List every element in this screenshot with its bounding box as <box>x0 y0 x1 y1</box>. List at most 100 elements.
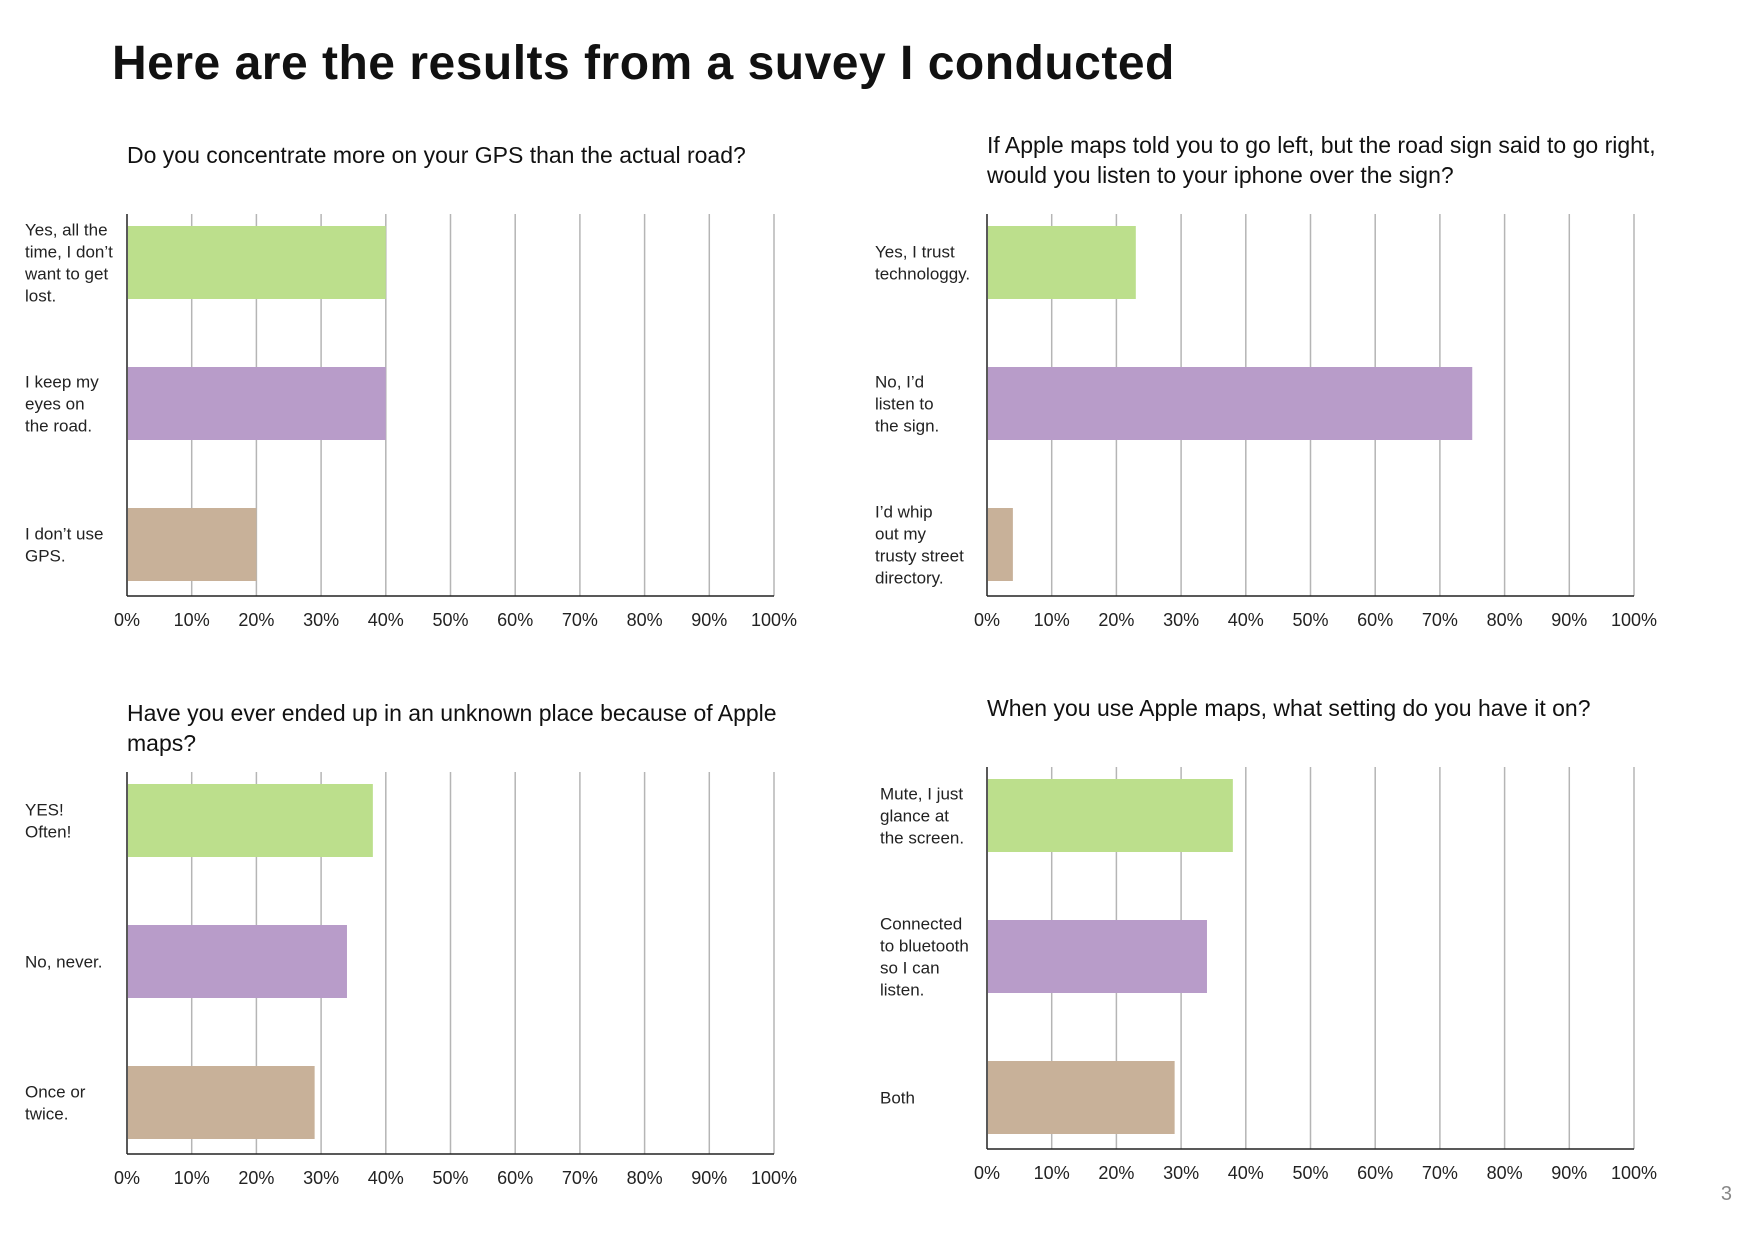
category-label-line: time, I don’t <box>25 243 113 262</box>
x-tick-label: 70% <box>1422 1163 1458 1183</box>
x-tick-label: 60% <box>497 610 533 630</box>
x-tick-label: 0% <box>974 610 1000 630</box>
category-label: I keep my eyes on the road. <box>25 373 99 436</box>
category-label: Mute, I just glance at the screen. <box>880 785 964 848</box>
x-tick-label: 60% <box>497 1168 533 1188</box>
category-label-line: trusty street <box>875 547 964 566</box>
x-tick-label: 10% <box>174 1168 210 1188</box>
category-label-line: I keep my <box>25 373 99 392</box>
bar <box>128 925 347 998</box>
bar <box>128 784 373 857</box>
x-tick-label: 80% <box>627 610 663 630</box>
x-tick-label: 100% <box>1611 610 1657 630</box>
category-label-line: Often! <box>25 823 71 842</box>
category-label-line: to bluetooth <box>880 937 969 956</box>
chart-title: If Apple maps told you to go left, but t… <box>987 132 1656 188</box>
x-tick-label: 70% <box>562 1168 598 1188</box>
category-label: No, I’d listen to the sign. <box>875 373 939 436</box>
category-label: YES! Often! <box>25 801 71 842</box>
bar <box>988 226 1136 299</box>
bar <box>988 367 1473 440</box>
x-tick-label: 20% <box>1098 610 1134 630</box>
page-number: 3 <box>1720 1183 1732 1205</box>
category-label-line: YES! <box>25 801 64 820</box>
x-tick-label: 70% <box>1422 610 1458 630</box>
bar <box>988 779 1233 852</box>
category-label-line: the road. <box>25 417 92 436</box>
x-tick-label: 40% <box>368 610 404 630</box>
bar <box>988 508 1013 581</box>
x-tick-label: 20% <box>238 610 274 630</box>
category-label: Once or twice. <box>25 1083 86 1124</box>
x-tick-label: 90% <box>1551 1163 1587 1183</box>
x-tick-label: 60% <box>1357 610 1393 630</box>
category-label-line: Connected <box>880 915 962 934</box>
x-tick-label: 30% <box>303 610 339 630</box>
x-tick-label: 80% <box>1487 1163 1523 1183</box>
x-tick-label: 40% <box>368 1168 404 1188</box>
x-tick-label: 90% <box>691 1168 727 1188</box>
x-tick-label: 100% <box>751 1168 797 1188</box>
category-label-line: lost. <box>25 287 56 306</box>
x-tick-label: 40% <box>1228 1163 1264 1183</box>
x-tick-label: 20% <box>1098 1163 1134 1183</box>
x-tick-label: 20% <box>238 1168 274 1188</box>
chart-svg: 0% 10% 20% 30% 40% 50% 60% 70% 80% 90% 100% Mute, I… <box>880 767 1657 1183</box>
chart-title: Have you ever ended up in an unknown pla… <box>127 700 777 756</box>
x-tick-label: 10% <box>174 610 210 630</box>
bar <box>128 1066 315 1139</box>
chart-title: When you use Apple maps, what setting do… <box>987 695 1591 721</box>
x-tick-label: 90% <box>691 610 727 630</box>
category-label-line: No, I’d <box>875 373 924 392</box>
x-tick-label: 60% <box>1357 1163 1393 1183</box>
chart-svg: 0% 10% 20% 30% 40% 50% 60% 70% 80% 90% 100% YES! Oft… <box>25 772 797 1188</box>
category-label: Yes, I trust technologgy. <box>875 243 970 284</box>
x-tick-label: 50% <box>432 610 468 630</box>
bar <box>988 1061 1175 1134</box>
bar <box>128 367 386 440</box>
chart-panel-maps-setting: When you use Apple maps, what setting do… <box>860 688 1720 1248</box>
x-tick-label: 50% <box>1292 1163 1328 1183</box>
category-label-line: glance at <box>880 807 949 826</box>
x-tick-label: 10% <box>1034 610 1070 630</box>
chart-panel-gps-concentration: Do you concentrate more on your GPS than… <box>0 130 860 690</box>
category-label: No, never. <box>25 953 103 972</box>
chart-title: Do you concentrate more on your GPS than… <box>127 142 746 168</box>
category-label-line: No, never. <box>25 953 103 972</box>
category-label-line: so I can <box>880 959 940 978</box>
category-label-line: want to get <box>24 265 108 284</box>
x-tick-label: 90% <box>1551 610 1587 630</box>
category-label-line: I don’t use <box>25 525 103 544</box>
bar <box>988 920 1207 993</box>
category-label-line: eyes on <box>25 395 85 414</box>
x-tick-label: 80% <box>627 1168 663 1188</box>
category-label-line: I’d whip <box>875 503 933 522</box>
category-label: I don’t use GPS. <box>25 525 103 566</box>
bar <box>128 226 386 299</box>
category-label-line: the sign. <box>875 417 939 436</box>
x-tick-label: 40% <box>1228 610 1264 630</box>
x-tick-label: 80% <box>1487 610 1523 630</box>
category-label-line: Once or <box>25 1083 86 1102</box>
category-label-line: Yes, I trust <box>875 243 955 262</box>
page-title: Here are the results from a suvey I cond… <box>112 37 1175 90</box>
chart-panel-unknown-place: Have you ever ended up in an unknown pla… <box>0 688 860 1248</box>
chart-svg: 0% 10% 20% 30% 40% 50% 60% 70% 80% 90% 100% Yes, I … <box>875 214 1657 630</box>
x-tick-label: 50% <box>432 1168 468 1188</box>
category-label: Both <box>880 1089 915 1108</box>
chart-panel-apple-maps-vs-sign: If Apple maps told you to go left, but t… <box>860 130 1720 690</box>
x-tick-label: 50% <box>1292 610 1328 630</box>
category-label-line: GPS. <box>25 547 66 566</box>
category-label-line: out my <box>875 525 927 544</box>
x-tick-label: 30% <box>303 1168 339 1188</box>
chart-svg: 0% 10% 20% 30% 40% 50% 60% 70% 80% 90% 100% Yes, al… <box>24 214 797 630</box>
x-tick-label: 30% <box>1163 610 1199 630</box>
category-label: I’d whip out my trusty street directory. <box>875 503 964 588</box>
category-label-line: directory. <box>875 569 944 588</box>
category-label-line: listen to <box>875 395 934 414</box>
x-tick-label: 100% <box>1611 1163 1657 1183</box>
bar <box>128 508 257 581</box>
x-tick-label: 0% <box>114 1168 140 1188</box>
category-label-line: listen. <box>880 981 924 1000</box>
category-label-line: Yes, all the <box>25 221 108 240</box>
